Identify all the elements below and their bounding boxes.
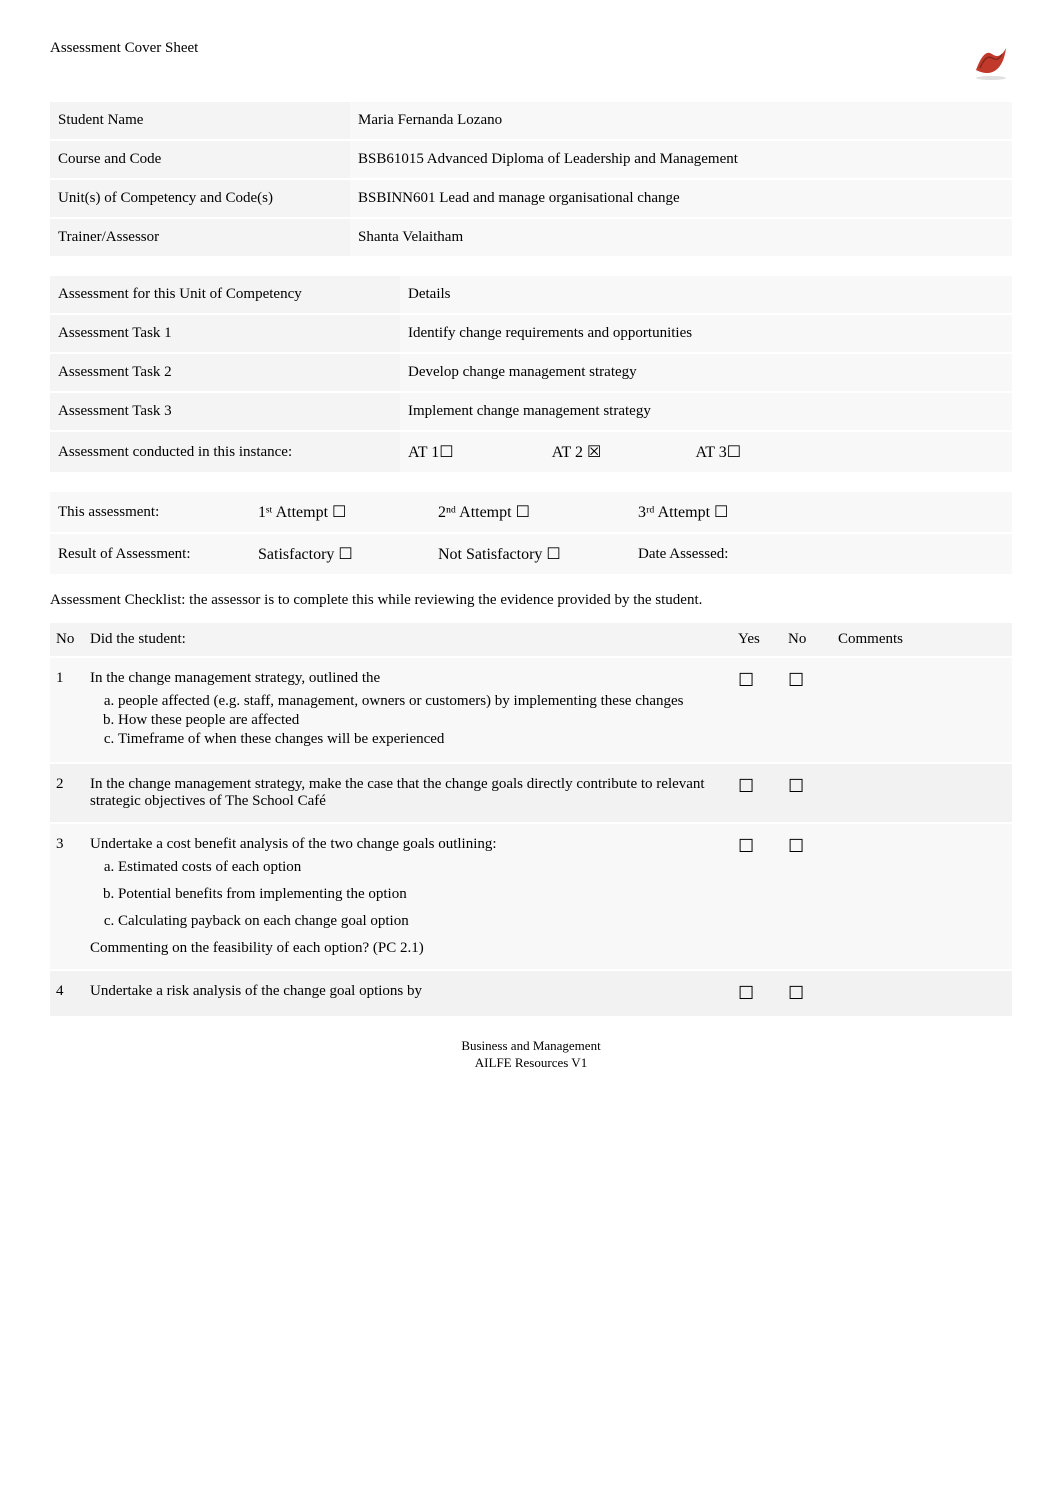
yes-checkbox[interactable]: ☐ <box>738 836 754 857</box>
value-cell: AT 1☐ AT 2 ☒ AT 3☐ <box>400 432 1012 472</box>
sub-item: How these people are affected <box>118 712 726 729</box>
checklist-row-1: 1 In the change management strategy, out… <box>50 658 1012 762</box>
table-row: Assessment for this Unit of Competency D… <box>50 276 1012 313</box>
row-number: 3 <box>50 824 84 969</box>
table-row: Result of Assessment: Satisfactory ☐ Not… <box>50 534 1012 574</box>
checklist-row-3: 3 Undertake a cost benefit analysis of t… <box>50 824 1012 969</box>
label-cell: Course and Code <box>50 141 350 178</box>
col-noans: No <box>782 623 832 656</box>
question-lead: Undertake a cost benefit analysis of the… <box>90 836 726 853</box>
page-title: Assessment Cover Sheet <box>50 40 198 57</box>
table-row: This assessment: 1ˢᵗ Attempt ☐ 2ⁿᵈ Attem… <box>50 492 1012 532</box>
table-row: Student Name Maria Fernanda Lozano <box>50 102 1012 139</box>
label-cell: Assessment for this Unit of Competency <box>50 276 400 313</box>
row-number: 4 <box>50 971 84 1016</box>
sub-item: Estimated costs of each option <box>118 859 726 876</box>
value-cell: Identify change requirements and opportu… <box>400 315 1012 352</box>
attempt-2-checkbox[interactable]: 2ⁿᵈ Attempt ☐ <box>430 492 630 532</box>
label-cell: Trainer/Assessor <box>50 219 350 256</box>
checklist-row-2: 2 In the change management strategy, mak… <box>50 764 1012 822</box>
label-cell: This assessment: <box>50 492 250 532</box>
footer-line-1: Business and Management <box>50 1038 1012 1055</box>
satisfactory-checkbox[interactable]: Satisfactory ☐ <box>250 534 430 574</box>
value-cell: Implement change management strategy <box>400 393 1012 430</box>
value-cell: Shanta Velaitham <box>350 219 1012 256</box>
checklist-intro: Assessment Checklist: the assessor is to… <box>50 592 1012 609</box>
table-row: Assessment Task 1 Identify change requir… <box>50 315 1012 352</box>
col-comments: Comments <box>832 623 1012 656</box>
table-header-row: No Did the student: Yes No Comments <box>50 623 1012 656</box>
no-checkbox[interactable]: ☐ <box>788 836 804 857</box>
sub-item: Potential benefits from implementing the… <box>118 886 726 903</box>
assessment-tasks-table: Assessment for this Unit of Competency D… <box>50 274 1012 474</box>
value-cell: BSBINN601 Lead and manage organisational… <box>350 180 1012 217</box>
row-question: In the change management strategy, outli… <box>84 658 732 762</box>
no-checkbox[interactable]: ☐ <box>788 983 804 1004</box>
sub-item: Calculating payback on each change goal … <box>118 913 726 930</box>
at1-checkbox[interactable]: AT 1☐ <box>408 442 548 462</box>
attempt-table: This assessment: 1ˢᵗ Attempt ☐ 2ⁿᵈ Attem… <box>50 490 1012 576</box>
value-cell: Develop change management strategy <box>400 354 1012 391</box>
question-trail: Commenting on the feasibility of each op… <box>90 940 726 957</box>
sub-item: people affected (e.g. staff, management,… <box>118 693 726 710</box>
label-cell: Unit(s) of Competency and Code(s) <box>50 180 350 217</box>
footer-line-2: AILFE Resources V1 <box>50 1055 1012 1072</box>
col-did: Did the student: <box>84 623 732 656</box>
label-cell: Assessment Task 3 <box>50 393 400 430</box>
date-assessed-label: Date Assessed: <box>630 534 1012 574</box>
table-row: Assessment Task 3 Implement change manag… <box>50 393 1012 430</box>
comments-cell[interactable] <box>832 764 1012 822</box>
label-cell: Result of Assessment: <box>50 534 250 574</box>
label-cell: Assessment Task 1 <box>50 315 400 352</box>
row-number: 2 <box>50 764 84 822</box>
footer: Business and Management AILFE Resources … <box>50 1038 1012 1072</box>
label-cell: Assessment Task 2 <box>50 354 400 391</box>
attempt-3-checkbox[interactable]: 3ʳᵈ Attempt ☐ <box>630 492 1012 532</box>
conducted-row: Assessment conducted in this instance: A… <box>50 432 1012 472</box>
not-satisfactory-checkbox[interactable]: Not Satisfactory ☐ <box>430 534 630 574</box>
table-row: Trainer/Assessor Shanta Velaitham <box>50 219 1012 256</box>
yes-checkbox[interactable]: ☐ <box>738 670 754 691</box>
yes-checkbox[interactable]: ☐ <box>738 776 754 797</box>
question-lead: In the change management strategy, outli… <box>90 670 726 687</box>
no-checkbox[interactable]: ☐ <box>788 776 804 797</box>
comments-cell[interactable] <box>832 971 1012 1016</box>
sub-item: Timeframe of when these changes will be … <box>118 731 726 748</box>
no-checkbox[interactable]: ☐ <box>788 670 804 691</box>
logo <box>970 40 1012 82</box>
at2-checkbox[interactable]: AT 2 ☒ <box>552 442 692 462</box>
checklist-row-4: 4 Undertake a risk analysis of the chang… <box>50 971 1012 1016</box>
yes-checkbox[interactable]: ☐ <box>738 983 754 1004</box>
col-no: No <box>50 623 84 656</box>
col-yes: Yes <box>732 623 782 656</box>
row-question: Undertake a risk analysis of the change … <box>84 971 732 1016</box>
student-info-table: Student Name Maria Fernanda Lozano Cours… <box>50 100 1012 258</box>
table-row: Unit(s) of Competency and Code(s) BSBINN… <box>50 180 1012 217</box>
at3-checkbox[interactable]: AT 3☐ <box>696 442 836 462</box>
value-cell: Details <box>400 276 1012 313</box>
value-cell: BSB61015 Advanced Diploma of Leadership … <box>350 141 1012 178</box>
table-row: Course and Code BSB61015 Advanced Diplom… <box>50 141 1012 178</box>
row-question: Undertake a cost benefit analysis of the… <box>84 824 732 969</box>
checklist-table: No Did the student: Yes No Comments 1 In… <box>50 621 1012 1018</box>
comments-cell[interactable] <box>832 658 1012 762</box>
row-question: In the change management strategy, make … <box>84 764 732 822</box>
label-cell: Assessment conducted in this instance: <box>50 432 400 472</box>
attempt-1-checkbox[interactable]: 1ˢᵗ Attempt ☐ <box>250 492 430 532</box>
comments-cell[interactable] <box>832 824 1012 969</box>
table-row: Assessment Task 2 Develop change managem… <box>50 354 1012 391</box>
label-cell: Student Name <box>50 102 350 139</box>
row-number: 1 <box>50 658 84 762</box>
value-cell: Maria Fernanda Lozano <box>350 102 1012 139</box>
